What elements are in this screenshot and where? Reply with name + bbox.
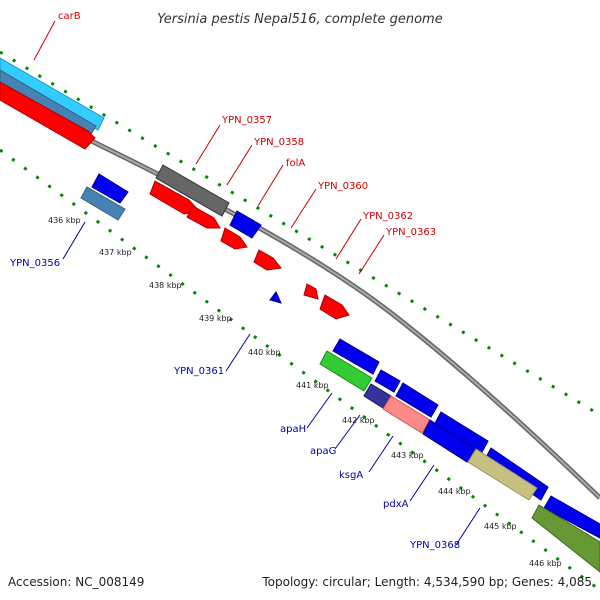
label-ksgA[interactable]: ksgA [339, 470, 363, 481]
label-YPN-0358[interactable]: YPN_0358 [253, 137, 304, 148]
gene-YPN-0358-b[interactable] [186, 205, 221, 229]
label-YPN-0368[interactable]: YPN_0368 [409, 540, 460, 551]
gene-carB-blue[interactable] [0, 57, 105, 131]
forward-gene-labels: carB YPN_0357 YPN_0358 folA YPN_0360 YPN… [33, 11, 436, 275]
gene-YPN-0356-steel[interactable] [80, 186, 126, 221]
tick-label: 444 kbp [438, 487, 471, 496]
tick-label: 442 kbp [342, 416, 375, 425]
label-pdxA[interactable]: pdxA [383, 499, 409, 510]
label-YPN-0360[interactable]: YPN_0360 [317, 181, 368, 192]
tick-label: 436 kbp [48, 216, 81, 225]
label-YPN-0361[interactable]: YPN_0361 [173, 366, 224, 377]
label-carB[interactable]: carB [58, 11, 81, 22]
gene-khaki[interactable] [467, 448, 538, 501]
genome-backbone [0, 93, 600, 500]
gene-YPN-0360[interactable] [220, 227, 248, 250]
label-YPN-0357[interactable]: YPN_0357 [221, 115, 272, 126]
gene-blue-arrow-2[interactable] [374, 369, 401, 393]
label-apaG[interactable]: apaG [310, 446, 336, 457]
tick-label: 446 kbp [529, 559, 562, 568]
gene-blue-arrow-3[interactable] [395, 382, 439, 418]
tick-label: 438 kbp [149, 281, 182, 290]
position-tick-labels: 436 kbp 437 kbp 438 kbp 439 kbp 440 kbp … [48, 216, 562, 568]
accession-text: Accession: NC_008149 [8, 575, 144, 589]
label-YPN-0356[interactable]: YPN_0356 [9, 258, 60, 269]
tick-label: 437 kbp [99, 248, 132, 257]
gene-blue-arrow-6[interactable] [543, 495, 600, 539]
tick-label: 445 kbp [484, 522, 517, 531]
gene-carB-red[interactable] [0, 81, 96, 150]
gene-YPN-0362[interactable] [303, 283, 319, 300]
gene-blue-arrow-1[interactable] [332, 338, 380, 375]
gene-YPN-0363[interactable] [319, 294, 350, 320]
map-title: Yersinia pestis Nepal516, complete genom… [157, 12, 442, 27]
gene-YPN-0357[interactable] [155, 164, 230, 217]
gene-YPN-0360-b[interactable] [253, 249, 282, 271]
gene-ksgA[interactable] [382, 395, 431, 434]
label-apaH[interactable]: apaH [280, 424, 306, 435]
gene-YPN-0356-blue[interactable] [91, 173, 129, 204]
gene-YPN-0361[interactable] [269, 291, 282, 304]
gene-pdxA[interactable] [422, 419, 476, 463]
gene-folA[interactable] [229, 210, 262, 239]
outer-dotted-guide [0, 50, 600, 417]
gene-apaH[interactable] [319, 350, 373, 392]
gene-YPN-0368[interactable] [531, 504, 600, 573]
reverse-strand-genes [80, 173, 600, 573]
forward-strand-genes [0, 57, 350, 320]
tick-label: 443 kbp [391, 451, 424, 460]
reverse-gene-labels: YPN_0356 YPN_0361 apaH apaG ksgA pdxA YP… [9, 221, 481, 551]
tick-label: 441 kbp [296, 381, 329, 390]
label-YPN-0363[interactable]: YPN_0363 [385, 227, 436, 238]
label-YPN-0362[interactable]: YPN_0362 [362, 211, 413, 222]
tick-label: 440 kbp [248, 348, 281, 357]
genome-summary-text: Topology: circular; Length: 4,534,590 bp… [261, 575, 592, 589]
tick-label: 439 kbp [199, 314, 232, 323]
label-folA[interactable]: folA [286, 158, 305, 169]
gene-apaG[interactable] [363, 383, 392, 409]
